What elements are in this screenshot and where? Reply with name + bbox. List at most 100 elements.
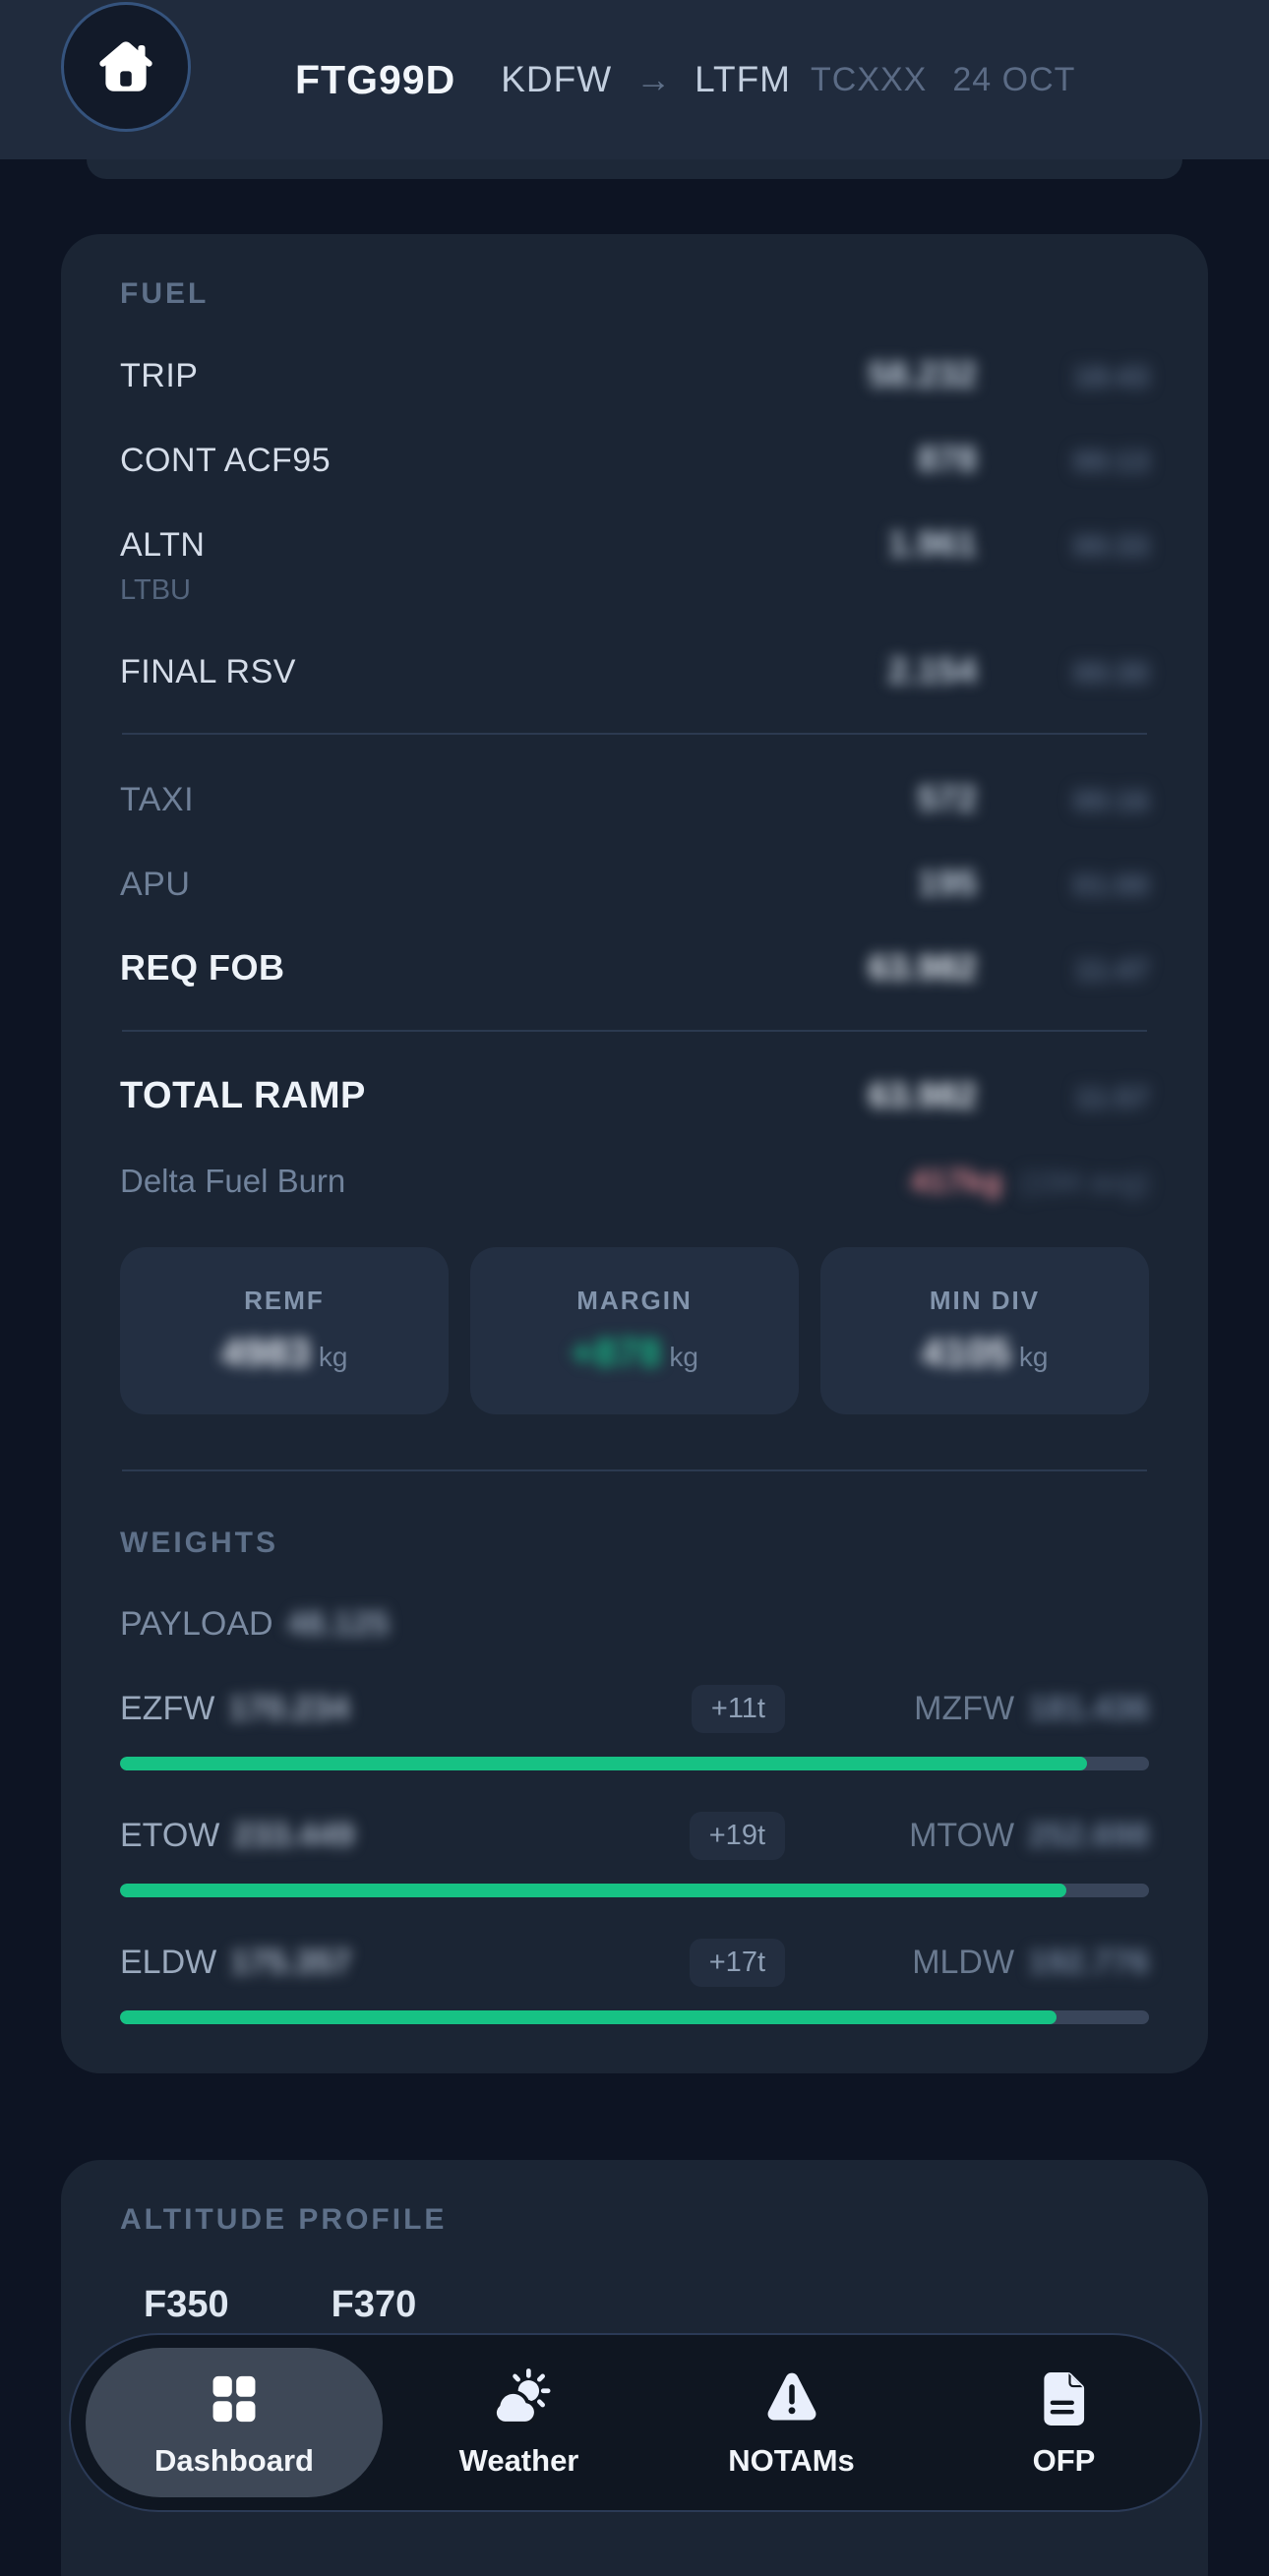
flight-number: FTG99D (295, 56, 456, 102)
fuel-row-label: TOTAL RAMP (120, 1075, 366, 1116)
bottom-navigation: Dashboard Weather NOTA (69, 2333, 1202, 2512)
fuel-row-req-fob: REQ FOB 63.982 11:47 (120, 947, 1149, 988)
divider (122, 1469, 1147, 1471)
fuel-row-value: 2.154 (887, 650, 977, 690)
fuel-row-time: 11:57 (1074, 1082, 1149, 1114)
delta-fuel-burn-value: 417kg (910, 1163, 1003, 1199)
weight-max-value: 252.698 (1028, 1817, 1149, 1854)
delta-fuel-burn-label: Delta Fuel Burn (120, 1163, 346, 1199)
weight-max-label: MTOW (909, 1817, 1015, 1854)
home-button[interactable] (61, 2, 191, 132)
weight-value: 175.357 (230, 1944, 352, 1981)
fuel-row-value: 1.961 (887, 523, 977, 564)
flight-level-2: F370 (331, 2284, 417, 2325)
fuel-row-cont: CONT ACF95 878 00:13 (120, 439, 1149, 480)
origin-airport: KDFW (501, 59, 613, 99)
fuel-row-value: 63.982 (868, 1075, 977, 1115)
dashboard-icon (212, 2375, 256, 2423)
fuel-row-altn: ALTN 1.961 00:33 (120, 523, 1149, 565)
flight-level-1: F350 (144, 2284, 229, 2325)
fuel-card: FUEL TRIP 58.232 18:43 CONT ACF95 878 00… (61, 234, 1208, 2073)
nav-item-ofp[interactable]: OFP (928, 2335, 1200, 2510)
min-div-value: 4105 (921, 1330, 1011, 1375)
min-div-label: MIN DIV (929, 1286, 1041, 1315)
nav-label-notams: NOTAMs (728, 2443, 855, 2478)
fuel-row-taxi: TAXI 572 00:16 (120, 778, 1149, 819)
document-icon (1043, 2372, 1084, 2426)
weather-cloud-sun-icon (492, 2368, 550, 2426)
altn-airport-sublabel: LTBU (120, 574, 191, 606)
weight-row-etow: ETOW 233.449 +19t MTOW 252.698 (120, 1812, 1149, 1860)
nav-item-weather[interactable]: Weather (383, 2335, 655, 2510)
flight-levels: F350 F370 (120, 2284, 1149, 2326)
nav-label-ofp: OFP (1032, 2443, 1096, 2478)
payload-label: PAYLOAD (120, 1605, 273, 1643)
fuel-row-total-ramp: TOTAL RAMP 63.982 11:57 (120, 1075, 1149, 1117)
weight-row-eldw: ELDW 175.357 +17t MLDW 192.776 (120, 1939, 1149, 1987)
weight-max-label: MLDW (912, 1944, 1015, 1981)
aircraft-registration: TCXXX (811, 60, 928, 98)
weight-label: ETOW (120, 1817, 220, 1854)
margin-value: +878 (571, 1330, 662, 1375)
weight-progress-eldw (120, 2010, 1149, 2024)
min-div-unit: kg (1018, 1342, 1049, 1372)
weight-row-ezfw: EZFW 170.234 +11t MZFW 181.436 (120, 1685, 1149, 1733)
fuel-row-label: FINAL RSV (120, 653, 296, 690)
fuel-summary-cards: REMF 4983 kg MARGIN +878 kg MIN DIV 4105… (120, 1247, 1149, 1414)
fuel-row-time: 00:16 (1073, 785, 1149, 817)
nav-item-dashboard[interactable]: Dashboard (86, 2348, 383, 2497)
fuel-row-value: 878 (917, 439, 977, 479)
margin-card[interactable]: MARGIN +878 kg (470, 1247, 799, 1414)
fuel-row-label: TRIP (120, 357, 199, 394)
weight-progress-ezfw (120, 1757, 1149, 1770)
fuel-section-title: FUEL (120, 277, 210, 310)
fuel-row-label: REQ FOB (120, 947, 285, 988)
weight-max-label: MZFW (914, 1690, 1015, 1727)
fuel-row-value: 58.232 (868, 354, 977, 394)
fuel-row-value: 195 (917, 863, 977, 903)
fuel-row-label: ALTN (120, 526, 206, 564)
delta-fuel-burn-average: (194 avg) (1020, 1165, 1149, 1199)
warning-triangle-icon (767, 2372, 816, 2421)
weight-margin-badge: +19t (689, 1812, 785, 1860)
weight-max-value: 192.776 (1028, 1944, 1149, 1981)
nav-label-weather: Weather (458, 2443, 579, 2478)
fuel-row-time: 00:30 (1073, 657, 1149, 689)
route-arrow-icon: → (635, 59, 672, 99)
margin-label: MARGIN (576, 1286, 693, 1315)
remf-card[interactable]: REMF 4983 kg (120, 1247, 449, 1414)
weight-label: ELDW (120, 1944, 217, 1981)
fuel-row-label: CONT ACF95 (120, 442, 332, 479)
weight-value: 233.449 (233, 1817, 355, 1854)
altitude-section-title: ALTITUDE PROFILE (120, 2203, 448, 2236)
fuel-row-time: 18:43 (1073, 361, 1149, 393)
margin-unit: kg (669, 1342, 698, 1372)
fuel-row-trip: TRIP 58.232 18:43 (120, 354, 1149, 395)
remf-unit: kg (318, 1342, 348, 1372)
fuel-row-time: 00:13 (1073, 446, 1149, 478)
nav-item-notams[interactable]: NOTAMs (655, 2335, 928, 2510)
fuel-row-value: 63.982 (868, 947, 977, 988)
fuel-row-time: 11:47 (1074, 954, 1149, 987)
fuel-row-time: 00:33 (1073, 530, 1149, 563)
min-div-card[interactable]: MIN DIV 4105 kg (820, 1247, 1149, 1414)
fuel-row-label: TAXI (120, 781, 195, 818)
payload-value: 48.125 (286, 1605, 390, 1643)
weight-margin-badge: +17t (689, 1939, 785, 1987)
route: KDFW → LTFM (501, 59, 791, 100)
weight-label: EZFW (120, 1690, 215, 1727)
scrolled-card-edge (87, 159, 1182, 179)
destination-airport: LTFM (695, 59, 791, 99)
flight-date: 24 OCT (952, 60, 1076, 98)
divider (122, 733, 1147, 735)
payload-row: PAYLOAD 48.125 (120, 1605, 1149, 1644)
fuel-row-final-rsv: FINAL RSV 2.154 00:30 (120, 650, 1149, 691)
delta-fuel-burn-row: Delta Fuel Burn 417kg (194 avg) (120, 1163, 1149, 1200)
fuel-row-time: 01:00 (1073, 869, 1149, 902)
remf-value: 4983 (220, 1330, 311, 1375)
home-icon (99, 41, 152, 91)
remf-label: REMF (244, 1286, 325, 1315)
weight-value: 170.234 (228, 1690, 350, 1727)
nav-label-dashboard: Dashboard (154, 2443, 314, 2478)
